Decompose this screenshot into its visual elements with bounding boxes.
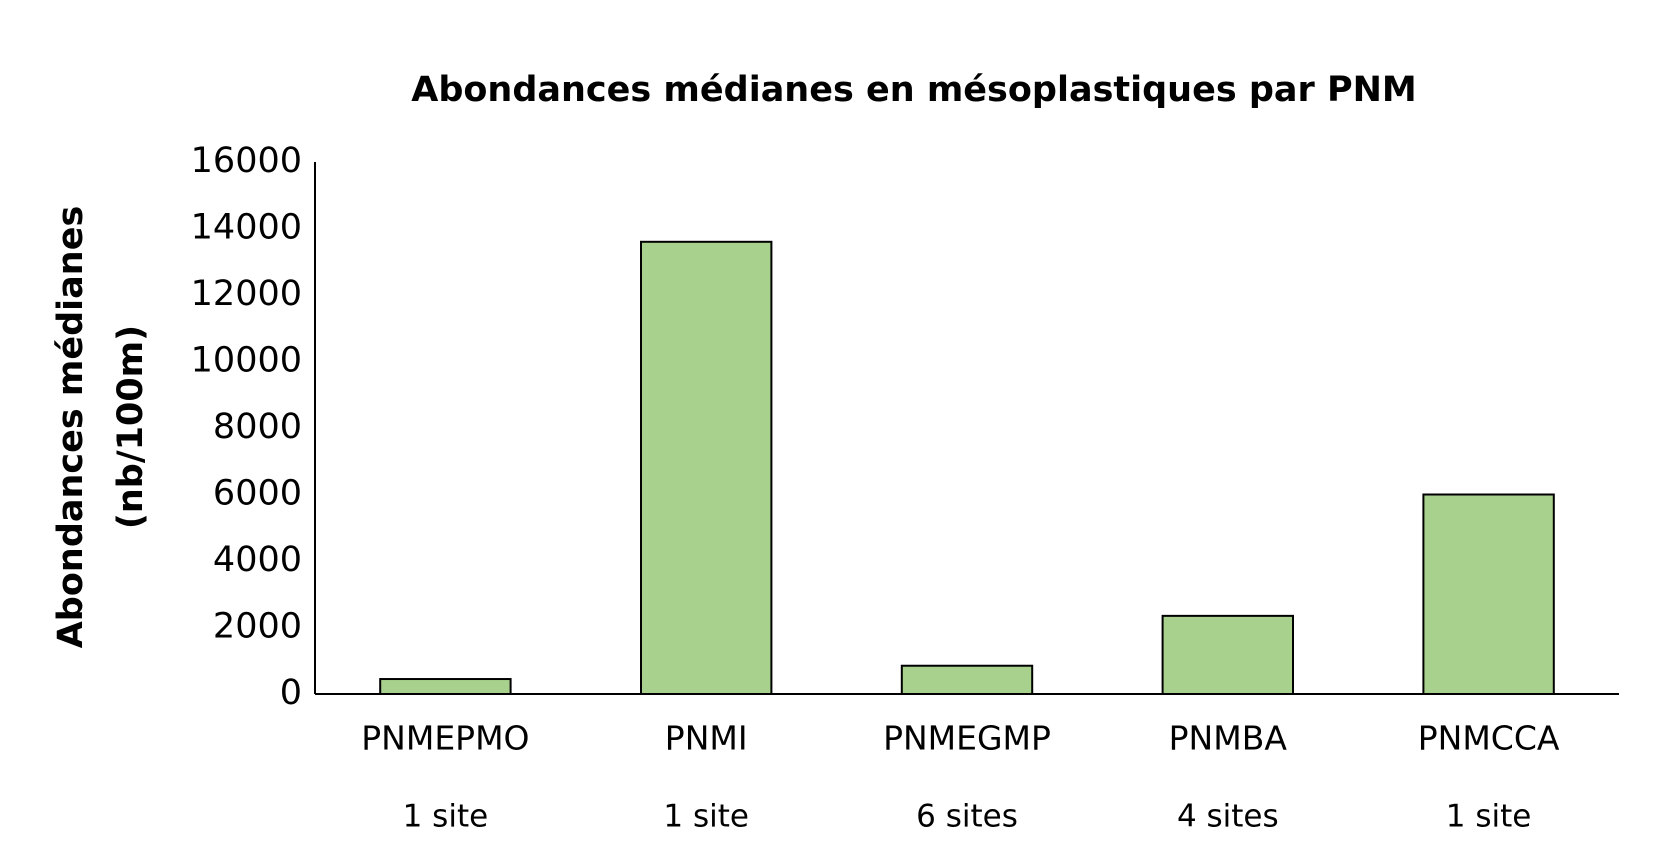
bar (1161, 614, 1294, 695)
y-tick-label: 12000 (191, 274, 302, 314)
x-tick-label: PNMCCA (1418, 719, 1560, 758)
site-count-label: 1 site (1446, 799, 1532, 835)
y-tick-label: 16000 (191, 141, 302, 181)
x-tick-label: PNMEPMO (361, 719, 529, 758)
y-tick-label: 6000 (213, 474, 302, 514)
y-axis-label-line: (nb/100m) (111, 325, 151, 529)
x-tick-label: PNMI (665, 719, 748, 758)
site-count-label: 6 sites (916, 799, 1018, 835)
site-count-label: 1 site (403, 799, 489, 835)
y-axis-label-line: Abondances médianes (51, 206, 91, 649)
chart-title: Abondances médianes en mésoplastiques pa… (411, 70, 1417, 110)
y-tick-label: 10000 (191, 341, 302, 381)
bar (1422, 493, 1555, 695)
bar (640, 240, 773, 696)
y-tick-label: 2000 (213, 607, 302, 647)
y-axis-label: (nb/100m) (111, 325, 151, 529)
site-count-label: 1 site (663, 799, 749, 835)
y-tick-label: 14000 (191, 208, 302, 248)
bar (900, 664, 1034, 695)
x-tick-label: PNMEGMP (883, 719, 1051, 758)
y-axis-label: Abondances médianes (51, 206, 91, 649)
x-tick-label: PNMBA (1169, 719, 1288, 758)
y-tick-label: 8000 (213, 407, 302, 447)
site-count-label: 4 sites (1177, 799, 1279, 835)
bar (379, 678, 512, 695)
y-tick-label: 0 (280, 673, 302, 713)
y-tick-label: 4000 (213, 540, 302, 580)
